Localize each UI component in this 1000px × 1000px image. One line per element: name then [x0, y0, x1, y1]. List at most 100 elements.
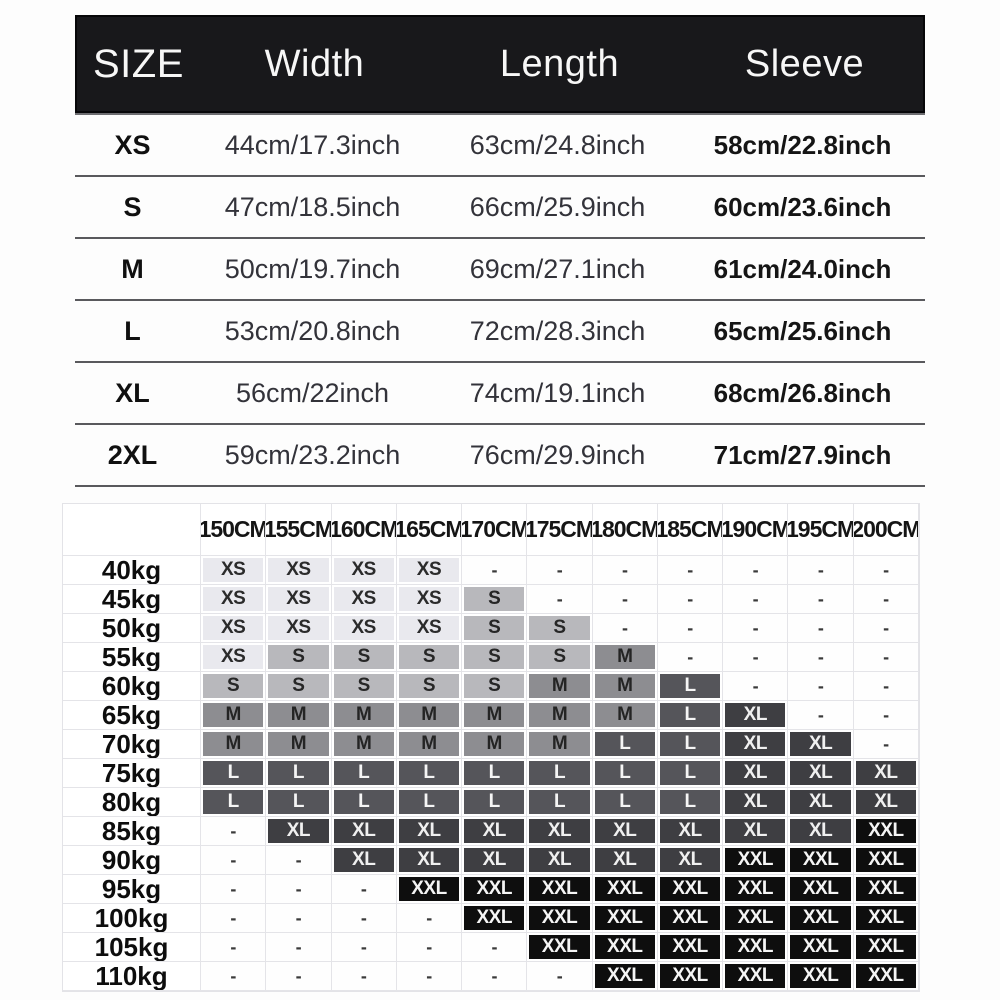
size-cell-width: 50cm/19.7inch: [224, 253, 401, 284]
fit-cell-xs: XS: [396, 585, 463, 614]
fit-cell-xs: XS: [201, 614, 267, 643]
fit-cell-empty: -: [462, 962, 528, 991]
size-cell-width: 53cm/20.8inch: [224, 315, 401, 346]
fit-cell-l: L: [657, 672, 724, 701]
height-header-175cm: 175CM: [527, 504, 593, 556]
fit-cell-xl: XL: [396, 817, 463, 846]
fit-cell-empty: -: [201, 875, 267, 904]
size-cell-length: 74cm/19.1inch: [469, 377, 646, 408]
fit-cell-xxl: XXL: [723, 904, 789, 933]
fit-cell-xs: XS: [266, 585, 332, 614]
fit-cell-empty: -: [201, 846, 267, 875]
fit-cell-xl: XL: [266, 817, 332, 846]
fit-cell-xxl: XXL: [396, 875, 463, 904]
fit-cell-xl: XL: [657, 846, 724, 875]
fit-cell-m: M: [592, 701, 658, 730]
fit-cell-l: L: [657, 788, 724, 817]
fit-cell-m: M: [266, 701, 332, 730]
fit-cell-xxl: XXL: [462, 875, 528, 904]
fit-cell-xs: XS: [396, 556, 463, 585]
fit-cell-empty: -: [788, 614, 854, 643]
fit-cell-xxl: XXL: [788, 933, 854, 962]
fit-cell-xs: XS: [396, 614, 463, 643]
fit-cell-xxl: XXL: [853, 846, 919, 875]
fit-cell-s: S: [331, 643, 397, 672]
fit-cell-xxl: XXL: [853, 904, 919, 933]
size-cell-width: 44cm/17.3inch: [224, 129, 401, 160]
size-table: SIZE Width Length Sleeve XS 44cm/17.3inch…: [75, 15, 925, 487]
weight-label-55kg: 55kg: [63, 643, 201, 672]
header-length: Length: [499, 42, 620, 85]
header-sleeve: Sleeve: [744, 42, 865, 85]
fit-cell-empty: -: [462, 933, 528, 962]
height-header-180cm: 180CM: [592, 504, 658, 556]
weight-label-60kg: 60kg: [63, 672, 201, 701]
size-cell-length: 76cm/29.9inch: [469, 439, 646, 470]
fit-cell-xl: XL: [723, 817, 789, 846]
fit-cell-m: M: [331, 730, 397, 759]
fit-cell-s: S: [462, 672, 528, 701]
height-header-190cm: 190CM: [723, 504, 789, 556]
fit-cell-empty: -: [266, 933, 332, 962]
fit-cell-empty: -: [723, 643, 789, 672]
fit-cell-empty: -: [723, 585, 789, 614]
fit-cell-s: S: [462, 614, 528, 643]
fit-cell-s: S: [396, 643, 463, 672]
fit-cell-xxl: XXL: [788, 962, 854, 991]
weight-label-75kg: 75kg: [63, 759, 201, 788]
fit-cell-empty: -: [527, 585, 593, 614]
size-cell-length: 72cm/28.3inch: [469, 315, 646, 346]
fit-cell-xs: XS: [266, 614, 332, 643]
height-header-160cm: 160CM: [331, 504, 397, 556]
fit-cell-l: L: [527, 759, 593, 788]
weight-label-40kg: 40kg: [63, 556, 201, 585]
size-cell-size: XS: [114, 129, 151, 160]
fit-cell-l: L: [201, 788, 267, 817]
fit-cell-empty: -: [331, 904, 397, 933]
fit-cell-l: L: [462, 759, 528, 788]
fit-cell-s: S: [201, 672, 267, 701]
fit-cell-empty: -: [331, 933, 397, 962]
fit-cell-empty: -: [657, 614, 724, 643]
fit-cell-empty: -: [853, 614, 919, 643]
fit-cell-xs: XS: [201, 585, 267, 614]
fit-cell-m: M: [527, 701, 593, 730]
fit-cell-empty: -: [331, 962, 397, 991]
fit-cell-xxl: XXL: [527, 904, 593, 933]
fit-cell-empty: -: [201, 933, 267, 962]
fit-cell-xl: XL: [723, 759, 789, 788]
size-cell-width: 47cm/18.5inch: [224, 191, 401, 222]
weight-label-65kg: 65kg: [63, 701, 201, 730]
fit-cell-empty: -: [331, 875, 397, 904]
fit-cell-l: L: [462, 788, 528, 817]
fit-cell-xxl: XXL: [853, 875, 919, 904]
fit-cell-m: M: [462, 730, 528, 759]
size-cell-length: 66cm/25.9inch: [469, 191, 646, 222]
fit-cell-xxl: XXL: [788, 904, 854, 933]
fit-cell-empty: -: [788, 672, 854, 701]
fit-cell-empty: -: [201, 904, 267, 933]
fit-cell-empty: -: [592, 614, 658, 643]
size-cell-width: 59cm/23.2inch: [224, 439, 401, 470]
fit-cell-s: S: [527, 643, 593, 672]
fit-cell-l: L: [527, 788, 593, 817]
fit-cell-xxl: XXL: [657, 962, 724, 991]
size-table-rows: XS 44cm/17.3inch 63cm/24.8inch 58cm/22.8inc…: [75, 113, 925, 487]
fit-cell-empty: -: [853, 730, 919, 759]
size-cell-sleeve: 65cm/25.6inch: [713, 315, 892, 346]
fit-cell-empty: -: [723, 556, 789, 585]
size-cell-size: M: [121, 253, 144, 284]
weight-label-50kg: 50kg: [63, 614, 201, 643]
fit-cell-empty: -: [201, 962, 267, 991]
height-header-165cm: 165CM: [396, 504, 463, 556]
fit-cell-xl: XL: [723, 788, 789, 817]
fit-cell-empty: -: [462, 556, 528, 585]
fit-cell-empty: -: [788, 701, 854, 730]
fit-cell-l: L: [331, 788, 397, 817]
fit-cell-empty: -: [788, 585, 854, 614]
fit-cell-xl: XL: [331, 817, 397, 846]
size-cell-sleeve: 58cm/22.8inch: [713, 129, 892, 160]
size-row-m: M 50cm/19.7inch 69cm/27.1inch 61cm/24.0inch: [75, 239, 925, 301]
fit-cell-m: M: [331, 701, 397, 730]
fit-cell-l: L: [657, 730, 724, 759]
